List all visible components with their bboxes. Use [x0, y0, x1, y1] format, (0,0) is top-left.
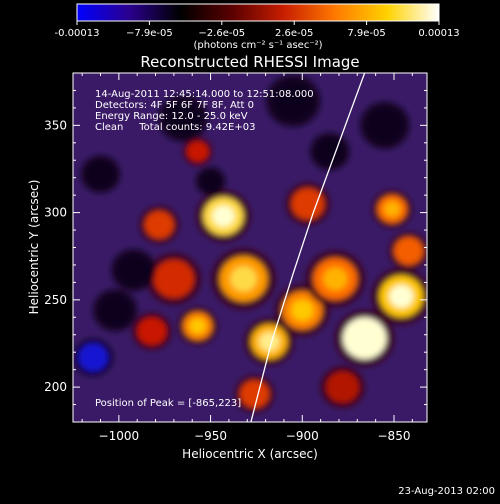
heatmap-blob-core [384, 201, 401, 217]
heatmap-blob-core [323, 267, 348, 291]
colorbar-tick-label: 2.6e-05 [275, 28, 313, 39]
x-tick-label: −950 [194, 429, 227, 443]
colorbar: -0.00013 −7.9e-05 −2.6e-05 2.6e-05 7.9e-05 0.… [55, 3, 460, 51]
heatmap-blob [153, 259, 195, 299]
x-tick-label: −900 [286, 429, 319, 443]
heatmap-blob-core [189, 318, 206, 334]
colorbar-tick-label: 0.00013 [418, 28, 459, 39]
heatmap-blob [366, 107, 404, 143]
heatmap-blob [239, 380, 270, 409]
y-tick-label: 350 [44, 118, 67, 132]
heatmap-blob-core [259, 332, 280, 352]
heatmap-blob [186, 141, 209, 162]
colorbar-tick-label: −7.9e-05 [126, 28, 173, 39]
colorbar-tick-label: −2.6e-05 [198, 28, 245, 39]
heatmap-blob [393, 237, 424, 265]
heatmap-blob-core [212, 205, 235, 227]
solar-limb-line [250, 73, 366, 422]
y-tick-label: 300 [44, 206, 67, 220]
x-tick-label: −1000 [99, 429, 140, 443]
info-time-range: 14-Aug-2011 12:45:14.000 to 12:51:08.000 [95, 89, 314, 100]
x-axis-label: Heliocentric X (arcsec) [182, 447, 318, 461]
heatmap-blob [164, 100, 202, 136]
heatmap-blob [199, 170, 222, 192]
colorbar-tick-label: 7.9e-05 [347, 28, 385, 39]
y-axis-label: Heliocentric Y (arcsec) [27, 180, 41, 315]
heatmap-blob [326, 371, 360, 403]
heatmap-blob [137, 317, 167, 346]
colorbar-ticks: -0.00013 −7.9e-05 −2.6e-05 2.6e-05 7.9e-05 0.… [55, 21, 460, 39]
heatmap-blob [78, 343, 108, 372]
x-tick-label: −850 [378, 429, 411, 443]
info-block: 14-Aug-2011 12:45:14.000 to 12:51:08.000… [95, 89, 314, 133]
info-clean-counts: Clean Total counts: 9.42E+03 [95, 122, 255, 133]
heatmap-blob [85, 160, 116, 189]
heatmap-blob-core [291, 299, 314, 321]
info-detectors: Detectors: 4F 5F 6F 7F 8F, Att 0 [95, 100, 254, 111]
chart-title: Reconstructed RHESSI Image [140, 53, 359, 71]
y-tick-label: 200 [44, 380, 67, 394]
colorbar-bar [76, 3, 440, 22]
heatmap-blob [272, 81, 314, 121]
heatmap-layer [73, 75, 427, 413]
heatmap-blob [315, 137, 345, 166]
axis-ticks: −1000 −950 −900 −850 200 250 300 350 [44, 73, 427, 443]
heatmap-blob [144, 210, 174, 239]
heatmap-blob-core [389, 284, 414, 308]
colorbar-tick-label: -0.00013 [55, 28, 100, 39]
heatmap-blob [98, 294, 132, 327]
heatmap-blob [291, 188, 325, 220]
heatmap-blob [117, 254, 151, 286]
heatmap-blob-core [230, 266, 257, 292]
heatmap-blob-core [352, 326, 377, 350]
colorbar-unit-label: (photons cm⁻² s⁻¹ asec⁻²) [193, 40, 322, 51]
footer-date: 23-Aug-2013 02:00 [398, 486, 495, 497]
peak-position-label: Position of Peak = [-865,223] [95, 398, 241, 409]
y-tick-label: 250 [44, 293, 67, 307]
plot-area: −1000 −950 −900 −850 200 250 300 350 [44, 72, 428, 443]
info-energy-range: Energy Range: 12.0 - 25.0 keV [95, 111, 248, 122]
